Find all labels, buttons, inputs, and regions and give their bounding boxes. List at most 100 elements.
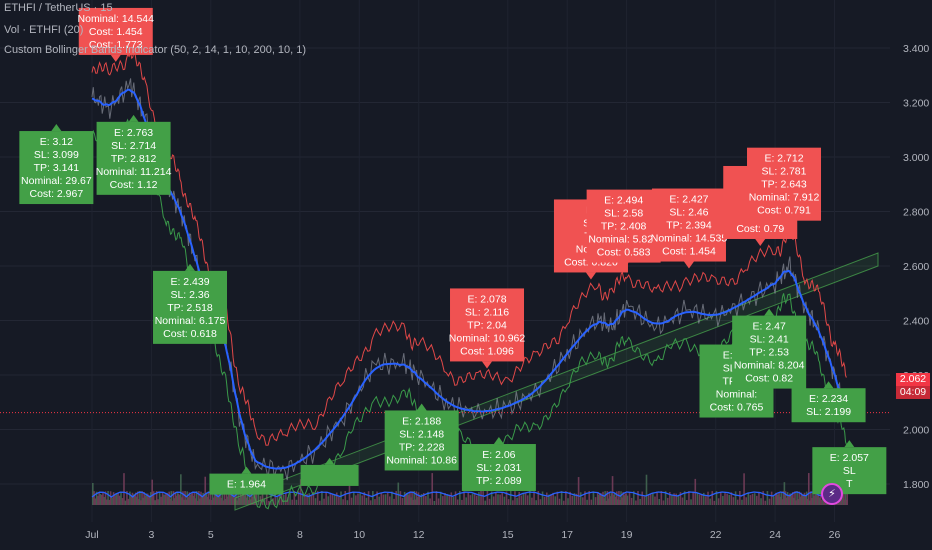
signal-line: Cost: 1.12	[110, 179, 158, 191]
x-tick-label: 8	[297, 529, 303, 541]
long-signal-box[interactable]	[300, 457, 359, 486]
volume-bar	[664, 491, 667, 505]
volume-bar	[531, 497, 533, 505]
volume-bar	[404, 495, 407, 505]
volume-bar	[299, 479, 302, 505]
volume-bar	[208, 499, 211, 505]
volume-bar	[145, 493, 148, 505]
volume-bar	[516, 497, 518, 505]
volume-bar	[257, 492, 260, 505]
volume-bar	[293, 491, 296, 505]
volume-bar	[760, 498, 762, 505]
signal-line: E: 2.06	[482, 449, 515, 461]
volume-bar	[104, 491, 107, 505]
volume-bar	[469, 495, 472, 505]
volume-bar	[146, 493, 149, 505]
volume-bar	[800, 492, 803, 505]
volume-bar	[805, 491, 808, 505]
volume-bar	[405, 493, 408, 505]
volume-bar	[395, 491, 397, 505]
volume-bar	[139, 491, 141, 505]
x-tick-label: 24	[769, 529, 781, 541]
bar-countdown: 04:09	[896, 386, 930, 399]
long-signal-pointer	[844, 440, 855, 448]
volume-bar	[425, 496, 427, 505]
volume-bar	[95, 491, 98, 505]
long-signal-bg	[384, 410, 459, 471]
legend-volume[interactable]: Vol · ETHFI (20)	[4, 24, 84, 36]
volume-bar	[647, 494, 650, 505]
volume-bar	[554, 496, 557, 505]
volume-bar	[702, 492, 705, 505]
volume-bar	[505, 491, 508, 505]
volume-bar	[232, 496, 234, 505]
volume-bar	[391, 491, 393, 505]
volume-bar	[614, 496, 617, 505]
volume-bar	[762, 491, 764, 505]
volume-bar	[148, 495, 151, 505]
volume-bar	[543, 496, 546, 505]
volume-bar	[229, 494, 232, 505]
short-signal-pointer	[755, 238, 766, 246]
x-tick-label: 12	[413, 529, 425, 541]
volume-bar	[736, 499, 739, 505]
volume-bar	[100, 494, 103, 505]
signal-line: TP: 2.089	[476, 475, 522, 487]
volume-bar	[571, 495, 574, 505]
signal-line: Cost: 2.967	[30, 188, 84, 200]
volume-bar	[207, 491, 210, 505]
volume-bar	[417, 492, 420, 505]
long-signal-bg	[96, 121, 171, 195]
volume-bar	[412, 499, 414, 505]
volume-bar	[590, 499, 593, 505]
volume-bar	[802, 494, 805, 505]
volume-bar	[777, 494, 779, 505]
volume-bar	[719, 491, 722, 505]
volume-bar	[172, 491, 175, 505]
volume-bar	[103, 497, 106, 505]
volume-bar	[239, 491, 242, 505]
volume-bar	[355, 495, 357, 505]
volume-bar	[182, 491, 184, 505]
volume-bar	[788, 493, 791, 505]
volume-bar	[764, 500, 767, 505]
volume-bar	[219, 491, 221, 505]
volume-bar	[133, 494, 136, 505]
volume-bar	[700, 494, 703, 505]
signal-line: Cost: 1.096	[460, 345, 514, 357]
volume-bar	[295, 499, 298, 505]
volume-bar	[845, 499, 848, 505]
volume-bar	[433, 500, 436, 505]
volume-bar	[161, 492, 164, 505]
volume-bar	[713, 500, 716, 505]
legend-symbol[interactable]: ETHFI / TetherUS · 15	[4, 2, 113, 14]
lightning-icon[interactable]: ⚡	[821, 483, 843, 505]
signal-line: Nominal: 14.544	[78, 13, 155, 25]
volume-bar	[291, 499, 294, 505]
signal-line: TP: 2.812	[111, 153, 157, 165]
volume-bar	[252, 496, 254, 505]
short-signal-pointer	[110, 54, 121, 62]
volume-bar	[722, 495, 724, 505]
legend-indicator[interactable]: Custom Bollinger Bands Indicator (50, 2,…	[4, 44, 307, 56]
volume-bar	[226, 496, 229, 505]
volume-bar	[524, 493, 527, 505]
volume-bar	[611, 476, 614, 505]
volume-bar	[461, 499, 463, 505]
long-signal-box[interactable]: E: 1.964	[209, 466, 284, 495]
volume-bar	[302, 492, 304, 505]
